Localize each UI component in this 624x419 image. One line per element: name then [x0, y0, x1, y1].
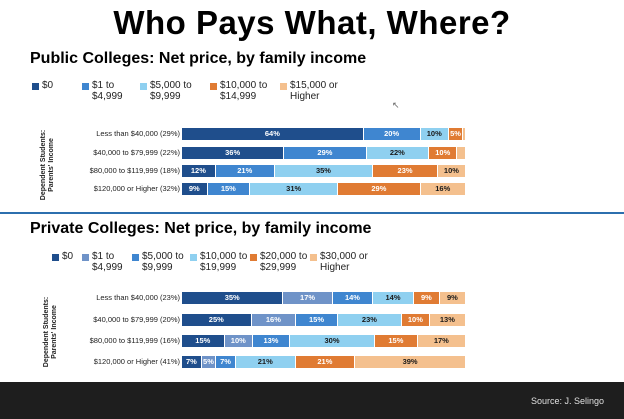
bar-segment: 36% — [182, 147, 284, 159]
legend-label: $0 — [62, 251, 74, 262]
legend-swatch — [132, 254, 139, 261]
legend-swatch — [250, 254, 257, 261]
bar-segment: 21% — [235, 356, 295, 368]
bar-segment: 22% — [366, 147, 429, 159]
bar-segment — [457, 147, 465, 159]
bar-segment: 15% — [375, 335, 417, 347]
legend-swatch — [32, 83, 39, 90]
bar-segment: 5% — [448, 128, 463, 140]
category-label: $40,000 to $79,999 (22%) — [93, 148, 180, 157]
public-legend: $0 $1 to $4,999 $5,000 to $9,999 $10,000 to… — [32, 80, 432, 108]
page-title: Who Pays What, Where? — [113, 4, 511, 41]
legend-label: $10,000 to $19,999 — [200, 251, 248, 273]
bar-segment: 31% — [250, 183, 338, 195]
bar-segment: 16% — [251, 314, 296, 326]
legend-swatch — [310, 254, 317, 261]
bar-segment: 15% — [207, 183, 250, 195]
bar-segment: 13% — [253, 335, 289, 347]
bar-segment: 5% — [201, 356, 216, 368]
private-legend: $0 $1 to $4,999 $5,000 to $9,999 $10,000 to… — [52, 251, 452, 279]
legend-item: $10,000 to $19,999 — [190, 251, 247, 273]
bar-segment: 17% — [283, 292, 332, 304]
legend-item: $1 to $4,999 — [82, 80, 123, 102]
bar-segment: 29% — [284, 147, 366, 159]
bar-segment: 25% — [182, 314, 251, 326]
bar-segment: 35% — [182, 292, 283, 304]
legend-item: $0 — [32, 80, 53, 91]
legend-label: $10,000 to $14,999 — [220, 80, 268, 102]
bar-segment: 10% — [429, 147, 457, 159]
legend-swatch — [82, 83, 89, 90]
bar-segment: 10% — [437, 165, 465, 177]
bar-segment: 7% — [216, 356, 235, 368]
bar-segment — [463, 128, 465, 140]
bar-segment: 23% — [373, 165, 437, 177]
slide: Who Pays What, Where? Public Colleges: N… — [0, 0, 624, 382]
category-label: Less than $40,000 (29%) — [96, 129, 180, 138]
legend-label: $5,000 to $9,999 — [142, 251, 184, 273]
legend-label: $5,000 to $9,999 — [150, 80, 192, 102]
legend-swatch — [52, 254, 59, 261]
bar-segment: 14% — [373, 292, 413, 304]
bar-segment: 21% — [295, 356, 355, 368]
source-note: Source: J. Selingo — [530, 396, 604, 406]
legend-swatch — [210, 83, 217, 90]
bar-segment: 10% — [401, 314, 429, 326]
bar-segment: 17% — [417, 335, 465, 347]
bar-segment: 7% — [182, 356, 201, 368]
bar-segment: 21% — [215, 165, 274, 177]
bar-segment: 12% — [182, 165, 215, 177]
bar-segment: 9% — [439, 292, 465, 304]
legend-swatch — [190, 254, 197, 261]
bar-segment: 9% — [182, 183, 207, 195]
mouse-cursor-icon: ↖ — [392, 100, 400, 110]
legend-swatch — [82, 254, 89, 261]
bar-segment: 13% — [429, 314, 465, 326]
bar-segment: 35% — [274, 165, 373, 177]
legend-label: $0 — [42, 80, 54, 91]
bar-segment: 15% — [182, 335, 224, 347]
bar-segment: 10% — [224, 335, 252, 347]
legend-label: $1 to $4,999 — [92, 251, 123, 273]
bar-segment: 14% — [332, 292, 373, 304]
category-label: $80,000 to $119,999 (18%) — [89, 166, 180, 175]
legend-label: $20,000 to $29,999 — [260, 251, 308, 273]
bar-segment: 29% — [338, 183, 420, 195]
legend-swatch — [140, 83, 147, 90]
legend-item: $0 — [52, 251, 73, 262]
legend-item: $20,000 to $29,999 — [250, 251, 307, 273]
public-chart-title: Public Colleges: Net price, by family in… — [30, 50, 367, 67]
bar-segment: 20% — [363, 128, 420, 140]
bar-segment: 64% — [182, 128, 363, 140]
category-label: $40,000 to $79,999 (20%) — [93, 315, 180, 324]
category-label: $120,000 or Higher (41%) — [93, 357, 180, 366]
bar-segment: 30% — [289, 335, 375, 347]
legend-item: $1 to $4,999 — [82, 251, 123, 273]
category-label: Less than $40,000 (23%) — [96, 293, 180, 302]
legend-item: $30,000 or Higher — [310, 251, 368, 273]
private-chart-title: Private Colleges: Net price, by family i… — [30, 220, 372, 237]
bar-segment: 10% — [420, 128, 448, 140]
section-divider — [0, 212, 624, 214]
bar-segment: 9% — [413, 292, 439, 304]
legend-item: $15,000 or Higher — [280, 80, 338, 102]
legend-swatch — [280, 83, 287, 90]
category-label: $80,000 to $119,999 (16%) — [89, 336, 180, 345]
legend-label: $30,000 or Higher — [320, 251, 368, 273]
legend-label: $1 to $4,999 — [92, 80, 123, 102]
bar-segment: 15% — [296, 314, 337, 326]
legend-item: $10,000 to $14,999 — [210, 80, 267, 102]
legend-item: $5,000 to $9,999 — [132, 251, 184, 273]
legend-label: $15,000 or Higher — [290, 80, 338, 102]
bar-segment: 16% — [420, 183, 465, 195]
legend-item: $5,000 to $9,999 — [140, 80, 192, 102]
category-label: $120,000 or Higher (32%) — [93, 184, 180, 193]
bar-segment: 39% — [355, 356, 465, 368]
bar-segment: 23% — [337, 314, 401, 326]
